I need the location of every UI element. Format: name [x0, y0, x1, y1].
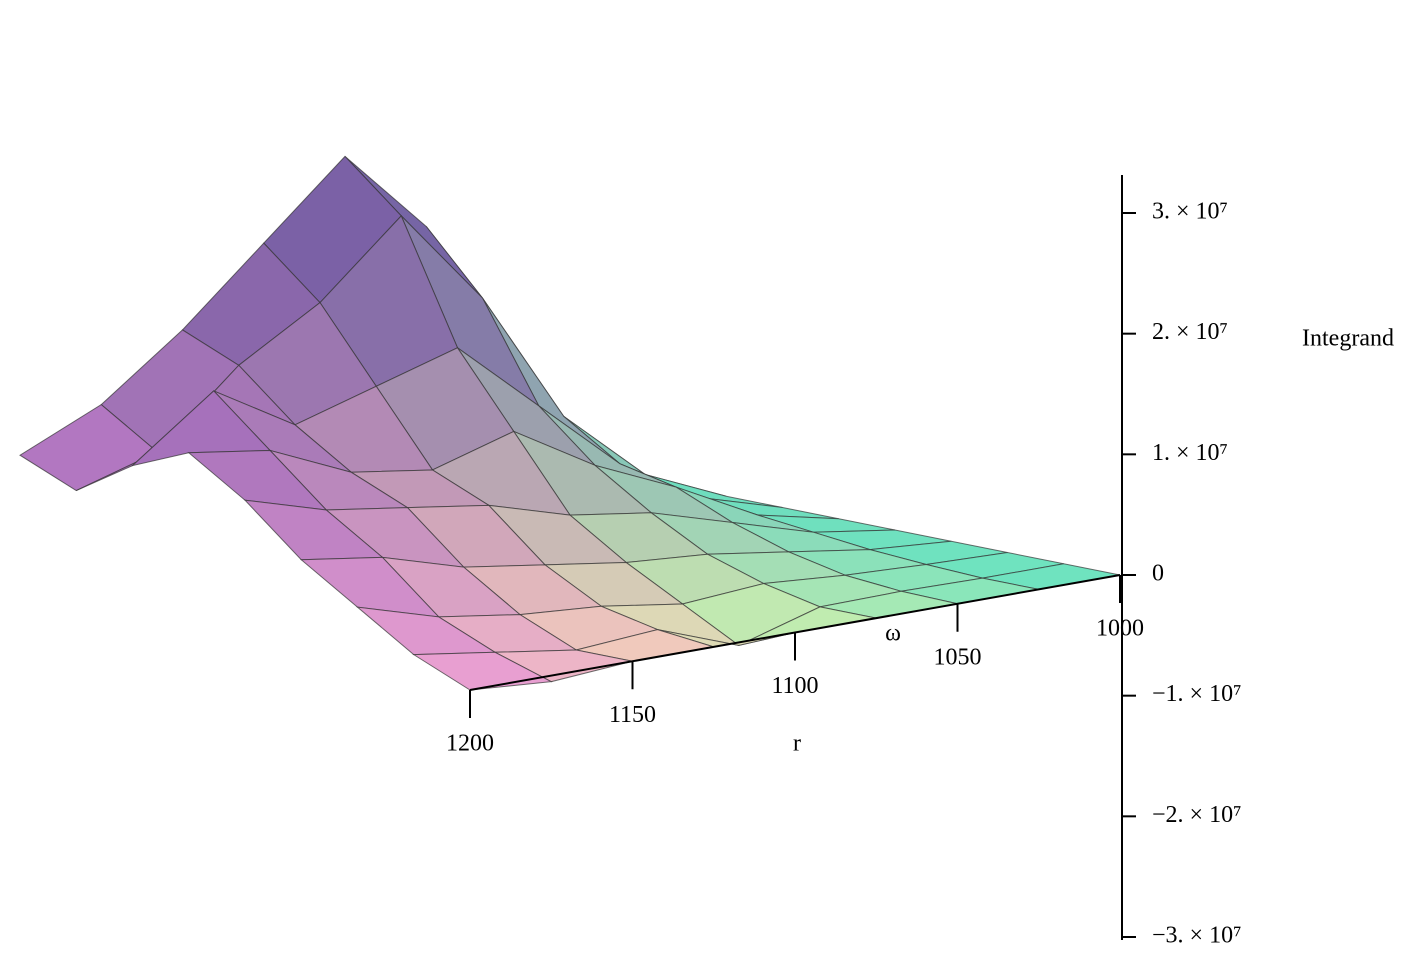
z-tick-label: 2. × 10⁷	[1152, 319, 1228, 345]
z-tick-label: −3. × 10⁷	[1152, 923, 1241, 949]
x-tick-label: 1100	[771, 673, 818, 699]
y-axis-label: ω	[885, 621, 901, 647]
z-tick-label: 1. × 10⁷	[1152, 440, 1228, 466]
z-tick-label: 3. × 10⁷	[1152, 199, 1228, 225]
z-tick-label: −1. × 10⁷	[1152, 681, 1241, 707]
surface-patch	[412, 651, 553, 691]
x-axis-label: r	[793, 731, 801, 757]
z-tick-label: −2. × 10⁷	[1152, 802, 1241, 828]
x-tick-label: 1050	[934, 644, 982, 670]
z-tick-label: 0	[1152, 561, 1164, 587]
z-axis-label: Integrand	[1302, 326, 1394, 352]
x-tick-label: 1000	[1096, 616, 1144, 642]
x-tick-label: 1150	[609, 702, 656, 728]
x-tick-label: 1200	[446, 731, 494, 757]
